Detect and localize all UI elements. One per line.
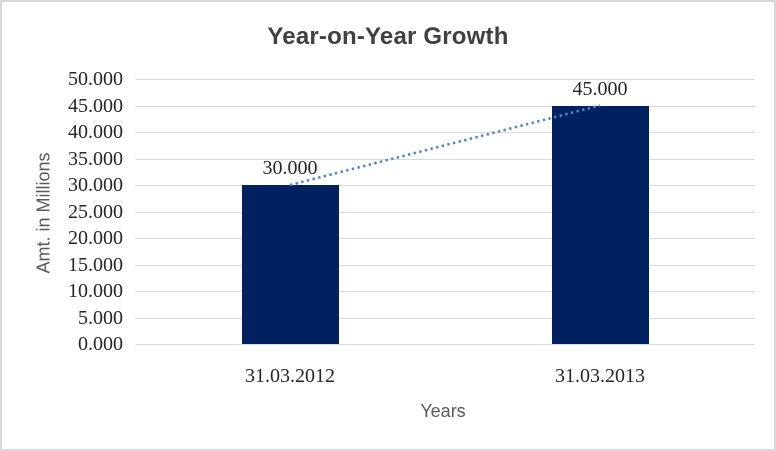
y-axis-tick-label: 30.000 bbox=[68, 174, 123, 196]
gridline bbox=[135, 344, 755, 345]
gridline bbox=[135, 185, 755, 186]
gridline bbox=[135, 79, 755, 80]
bar-data-label: 45.000 bbox=[572, 78, 628, 100]
y-axis-tick-label: 35.000 bbox=[68, 148, 123, 170]
y-axis-tick-label: 10.000 bbox=[68, 280, 123, 302]
x-axis-tick-label: 31.03.2013 bbox=[555, 365, 645, 387]
gridline bbox=[135, 132, 755, 133]
x-axis-title: Years bbox=[420, 401, 466, 421]
y-axis-tick-label: 15.000 bbox=[68, 254, 123, 276]
bar-data-label: 30.000 bbox=[262, 157, 318, 179]
gridline bbox=[135, 212, 755, 213]
y-axis-tick-label: 40.000 bbox=[68, 121, 123, 143]
gridline bbox=[135, 106, 755, 107]
bar[interactable] bbox=[552, 106, 649, 344]
y-axis-tick-label: 25.000 bbox=[68, 201, 123, 223]
chart-title: Year-on-Year Growth bbox=[267, 23, 509, 50]
bar[interactable] bbox=[242, 185, 339, 344]
gridline bbox=[135, 291, 755, 292]
y-axis-tick-label: 0.000 bbox=[78, 333, 123, 355]
y-axis-tick-label: 5.000 bbox=[78, 307, 123, 329]
y-axis-tick-label: 20.000 bbox=[68, 227, 123, 249]
gridline bbox=[135, 159, 755, 160]
gridline bbox=[135, 238, 755, 239]
gridline bbox=[135, 265, 755, 266]
y-axis-tick-label: 45.000 bbox=[68, 95, 123, 117]
x-axis-tick-label: 31.03.2012 bbox=[245, 365, 335, 387]
y-axis-tick-label: 50.000 bbox=[68, 68, 123, 90]
gridline bbox=[135, 318, 755, 319]
